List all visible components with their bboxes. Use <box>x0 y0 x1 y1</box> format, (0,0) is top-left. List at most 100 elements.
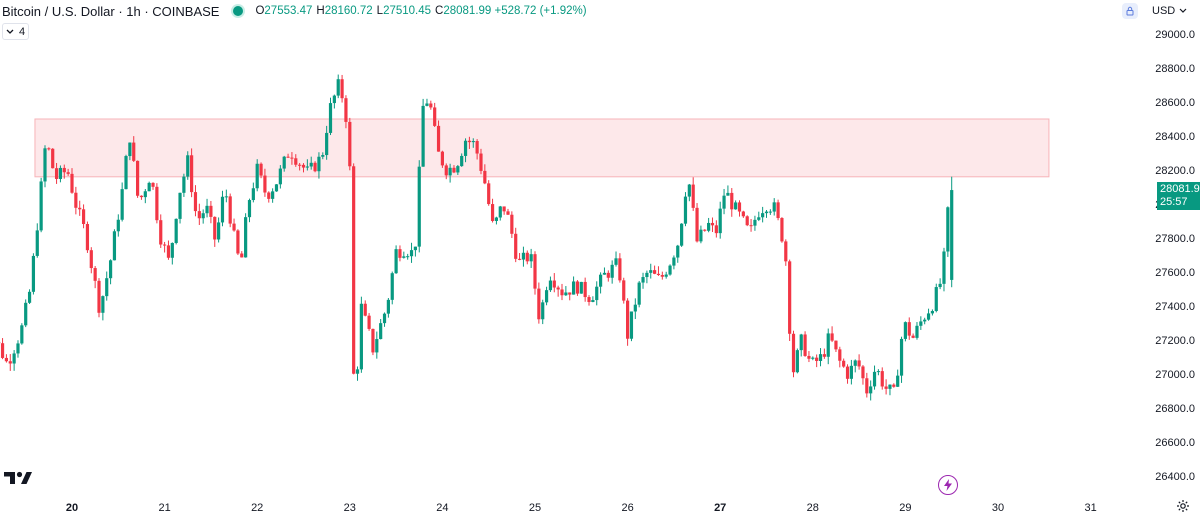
price-tick-label: 26600.0 <box>1155 437 1195 449</box>
candle-body <box>919 321 922 325</box>
candle-body <box>375 339 378 352</box>
candle-body <box>9 361 12 363</box>
candle-body <box>40 181 43 230</box>
chevron-down-icon <box>6 29 14 35</box>
candle-body <box>503 206 506 211</box>
lightning-button[interactable] <box>938 475 958 495</box>
candle-body <box>688 185 691 197</box>
candle-body <box>433 107 436 125</box>
symbol-title[interactable]: Bitcoin / U.S. Dollar · 1h · COINBASE <box>2 4 219 19</box>
top-right-controls: USD <box>1122 0 1200 22</box>
candle-body <box>915 326 918 338</box>
high-value: 28160.72 <box>325 5 373 17</box>
candle-body <box>418 167 421 247</box>
candle-body <box>587 297 590 302</box>
candle-body <box>364 304 367 316</box>
candle-body <box>186 155 189 176</box>
candle-body <box>298 165 301 166</box>
ohlc-values: O27553.47 H28160.72 L27510.45 C28081.99 … <box>255 5 586 17</box>
candle-body <box>86 224 89 250</box>
candle-body <box>321 155 324 157</box>
candle-body <box>800 334 803 350</box>
candle-body <box>622 280 625 300</box>
candle-body <box>846 367 849 379</box>
tradingview-logo[interactable] <box>4 470 32 491</box>
candle-body <box>865 378 868 393</box>
candle-body <box>148 183 151 191</box>
candle-body <box>47 148 50 149</box>
candle-body <box>730 193 733 209</box>
candle-body <box>445 165 448 175</box>
candle-body <box>869 386 872 393</box>
date-tick-label: 20 <box>66 502 78 514</box>
candle-body <box>74 193 77 208</box>
candle-body <box>792 334 795 372</box>
candle-body <box>109 260 112 278</box>
candle-body <box>807 356 810 359</box>
candle-body <box>252 188 255 200</box>
candle-body <box>28 292 31 303</box>
candle-body <box>572 281 575 294</box>
candle-body <box>429 103 432 107</box>
candle-body <box>59 168 62 179</box>
gear-icon <box>1176 499 1190 513</box>
candle-body <box>672 258 675 266</box>
candle-body <box>217 222 220 239</box>
candle-body <box>483 171 486 183</box>
candle-body <box>464 141 467 156</box>
candle-body <box>877 371 880 372</box>
last-price-label: 28081.9 25:57 <box>1157 182 1200 210</box>
candle-body <box>834 341 837 350</box>
candle-body <box>861 366 864 378</box>
candle-body <box>132 143 135 161</box>
chart-settings-button[interactable] <box>1176 499 1190 518</box>
last-price-value: 28081.9 <box>1160 183 1200 196</box>
candle-body <box>711 223 714 225</box>
candle-body <box>70 174 73 193</box>
date-tick-label: 29 <box>899 502 911 514</box>
candle-body <box>595 287 598 300</box>
candle-body <box>182 177 185 193</box>
candle-body <box>541 302 544 319</box>
candle-body <box>769 212 772 213</box>
indicators-toggle-button[interactable]: 4 <box>2 23 29 40</box>
price-axis[interactable]: 29000.028800.028600.028400.028200.028000… <box>1155 29 1195 483</box>
candle-body <box>13 353 16 363</box>
candle-body <box>784 241 787 261</box>
candle-body <box>892 385 895 387</box>
candle-body <box>117 220 120 232</box>
candle-body <box>337 79 340 95</box>
candle-body <box>136 161 139 196</box>
candle-body <box>665 275 668 277</box>
candle-body <box>626 301 629 339</box>
candle-body <box>379 323 382 339</box>
date-tick-label: 23 <box>344 502 356 514</box>
candle-body <box>244 217 247 257</box>
candle-body <box>267 193 270 199</box>
candle-body <box>209 206 212 217</box>
candle-body <box>101 296 104 313</box>
candle-body <box>105 278 108 296</box>
candle-body <box>576 281 579 293</box>
candle-body <box>923 320 926 322</box>
candle-body <box>703 230 706 231</box>
lock-button[interactable] <box>1122 3 1138 19</box>
candle-body <box>422 106 425 167</box>
candle-body <box>151 183 154 187</box>
candle-body <box>452 168 455 173</box>
candle-body <box>912 336 915 338</box>
candle-body <box>796 350 799 372</box>
low-value: 27510.45 <box>383 5 431 17</box>
candle-body <box>634 305 637 312</box>
candle-body <box>348 122 351 166</box>
candle-body <box>510 215 513 234</box>
currency-selector[interactable]: USD <box>1152 5 1200 17</box>
candle-body <box>232 224 235 231</box>
candle-body <box>51 149 54 168</box>
date-tick-label: 30 <box>992 502 1004 514</box>
candle-body <box>518 259 521 260</box>
candle-body <box>823 354 826 357</box>
candle-body <box>259 164 262 176</box>
candle-body <box>773 202 776 211</box>
